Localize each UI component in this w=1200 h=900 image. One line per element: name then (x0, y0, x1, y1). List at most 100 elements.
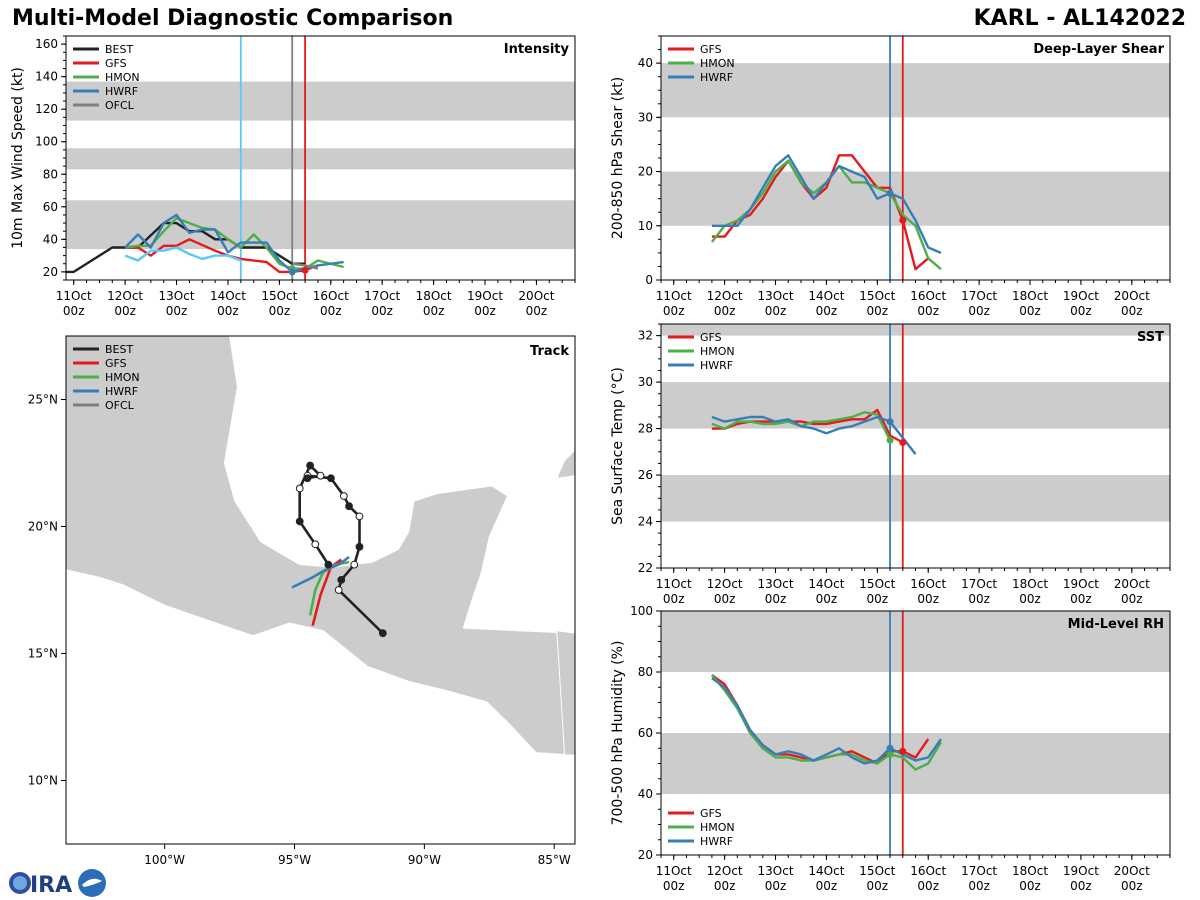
sst-ytick-label: 26 (638, 468, 653, 482)
land-mass-3 (556, 630, 575, 756)
intensity-xtick-label: 12Oct (107, 289, 143, 303)
sst-legend-label-gfs: GFS (700, 331, 722, 344)
track-point-best (337, 575, 346, 584)
rh-legend-label-hwrf: HWRF (700, 835, 733, 848)
intensity-xtick-label: 16Oct (313, 289, 349, 303)
shear-xtick-sublabel: 00z (1121, 304, 1143, 318)
sst-xtick-sublabel: 00z (1121, 592, 1143, 606)
sst-marker-hmon (886, 436, 894, 444)
sst-xtick-sublabel: 00z (816, 592, 838, 606)
shear-title: Deep-Layer Shear (1033, 42, 1164, 57)
track-point-best (295, 484, 304, 493)
intensity-xtick-sublabel: 00z (320, 304, 342, 318)
sst-frame (660, 323, 1171, 569)
shear-xtick-label: 20Oct (1114, 289, 1150, 303)
sst-ytick-label: 24 (638, 515, 653, 529)
shear-band-0 (661, 171, 1170, 226)
sst-xtick-label: 17Oct (961, 577, 997, 591)
shear-xtick-label: 12Oct (707, 289, 743, 303)
land-mass-0 (66, 336, 575, 756)
intensity-ytick-label: 140 (35, 70, 58, 84)
intensity-xtick-label: 13Oct (159, 289, 195, 303)
rh-xtick-sublabel: 00z (765, 879, 787, 893)
intensity-band-1 (66, 148, 575, 170)
sst-xtick-label: 18Oct (1012, 577, 1048, 591)
track-point-best (306, 461, 315, 470)
rh-xtick-sublabel: 00z (917, 879, 939, 893)
intensity-xtick-label: 19Oct (467, 289, 503, 303)
sst-xtick-label: 12Oct (707, 577, 743, 591)
land-mass-2 (555, 449, 575, 479)
intensity-xtick-sublabel: 00z (474, 304, 496, 318)
sst-legend-label-hmon: HMON (700, 345, 735, 358)
shear-band-1 (661, 63, 1170, 118)
rh-panel: 2040608010011Oct00z12Oct00z13Oct00z14Oct… (610, 604, 1171, 893)
rh-xtick-sublabel: 00z (867, 879, 889, 893)
track-line-hwrf (291, 555, 350, 589)
intensity-xtick-sublabel: 00z (217, 304, 239, 318)
sst-ytick-label: 28 (638, 422, 653, 436)
intensity-legend-label-hwrf: HWRF (105, 85, 138, 98)
rh-xtick-sublabel: 00z (816, 879, 838, 893)
storm-name: KARL - AL142022 (973, 6, 1186, 31)
shear-xtick-label: 13Oct (758, 289, 794, 303)
sst-series-hwrf (711, 415, 917, 455)
shear-xtick-label: 14Oct (808, 289, 844, 303)
intensity-xtick-sublabel: 00z (114, 304, 136, 318)
track-point-best (355, 512, 364, 521)
shear-ytick-label: 40 (638, 56, 653, 70)
shear-xtick-label: 19Oct (1063, 289, 1099, 303)
svg-text:IRA: IRA (30, 873, 72, 898)
intensity-xtick-sublabel: 00z (526, 304, 548, 318)
track-point-best (378, 629, 387, 638)
sst-marker-hwrf (886, 418, 894, 426)
track-point-best (355, 542, 364, 551)
intensity-title: Intensity (504, 42, 570, 57)
shear-xtick-sublabel: 00z (663, 304, 685, 318)
intensity-ytick-label: 80 (43, 167, 58, 181)
intensity-ylabel: 10m Max Wind Speed (kt) (10, 67, 26, 249)
intensity-ytick-label: 100 (35, 135, 58, 149)
rh-xtick-sublabel: 00z (663, 879, 685, 893)
shear-legend-label-hwrf: HWRF (700, 71, 733, 84)
intensity-xtick-sublabel: 00z (63, 304, 85, 318)
cira-logo: IRA (9, 869, 106, 898)
sst-xtick-sublabel: 00z (1019, 592, 1041, 606)
track-point-best (324, 560, 333, 569)
shear-ytick-label: 20 (638, 165, 653, 179)
track-point-best (339, 492, 348, 500)
rh-xtick-sublabel: 00z (1121, 879, 1143, 893)
sst-legend-label-hwrf: HWRF (700, 359, 733, 372)
track-point-best (316, 471, 325, 480)
rh-ylabel: 700-500 hPa Humidity (%) (610, 641, 626, 826)
rh-xtick-label: 20Oct (1114, 864, 1150, 878)
rh-xtick-sublabel: 00z (1070, 879, 1092, 893)
intensity-ytick-label: 40 (43, 232, 58, 246)
rh-xtick-label: 19Oct (1063, 864, 1099, 878)
intensity-xtick-label: 15Oct (261, 289, 297, 303)
shear-ytick-label: 10 (638, 219, 653, 233)
intensity-series-bestlight (124, 246, 242, 262)
rh-xtick-label: 14Oct (808, 864, 844, 878)
intensity-xtick-label: 11Oct (56, 289, 92, 303)
rh-series-hmon (710, 674, 943, 771)
intensity-xtick-sublabel: 00z (423, 304, 445, 318)
track-legend-label-hwrf: HWRF (105, 385, 138, 398)
track-lon-label: 95°W (278, 853, 311, 867)
shear-xtick-label: 18Oct (1012, 289, 1048, 303)
rh-ytick-label: 20 (638, 848, 653, 862)
sst-xtick-label: 13Oct (758, 577, 794, 591)
sst-xtick-label: 20Oct (1114, 577, 1150, 591)
intensity-ytick-label: 120 (35, 102, 58, 116)
track-lat-label: 20°N (28, 520, 58, 534)
track-lon-label: 100°W (144, 853, 185, 867)
intensity-legend-label-best: BEST (105, 43, 133, 56)
rh-marker-hmon (886, 750, 894, 758)
shear-xtick-label: 16Oct (910, 289, 946, 303)
sst-xtick-sublabel: 00z (714, 592, 736, 606)
shear-xtick-label: 15Oct (859, 289, 895, 303)
intensity-legend-label-ofcl: OFCL (105, 99, 135, 112)
shear-marker-gfs (899, 216, 907, 224)
intensity-xtick-sublabel: 00z (166, 304, 188, 318)
